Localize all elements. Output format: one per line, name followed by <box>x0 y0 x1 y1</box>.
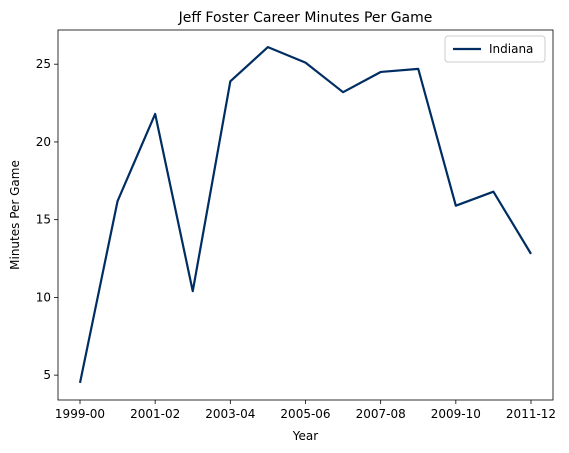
chart-title: Jeff Foster Career Minutes Per Game <box>178 10 433 26</box>
x-tick-label: 2003-04 <box>205 407 255 421</box>
legend: Indiana <box>444 35 546 63</box>
series-line-indiana <box>78 45 532 384</box>
x-tick-label: 2001-02 <box>130 407 180 421</box>
y-tick-label: 5 <box>43 368 51 382</box>
x-tick-label: 2007-08 <box>356 407 406 421</box>
x-tick-label: 2009-10 <box>431 407 481 421</box>
x-tick-label: 2005-06 <box>280 407 330 421</box>
x-axis-label: Year <box>292 429 318 443</box>
x-tick-label: 2011-12 <box>506 407 556 421</box>
x-tick-label: 1999-00 <box>55 407 105 421</box>
plot-frame <box>57 29 554 401</box>
y-tick-label: 20 <box>36 135 51 149</box>
y-tick-label: 10 <box>36 290 51 304</box>
legend-label: Indiana <box>489 42 533 56</box>
plot-area: 5 10 15 20 25 1999-00 2001-02 2003-04 2005-06 200… <box>36 29 556 421</box>
y-tick-label: 15 <box>36 213 51 227</box>
y-tick-label: 25 <box>36 57 51 71</box>
legend-box <box>444 35 546 63</box>
y-axis-label: Minutes Per Game <box>8 160 22 270</box>
